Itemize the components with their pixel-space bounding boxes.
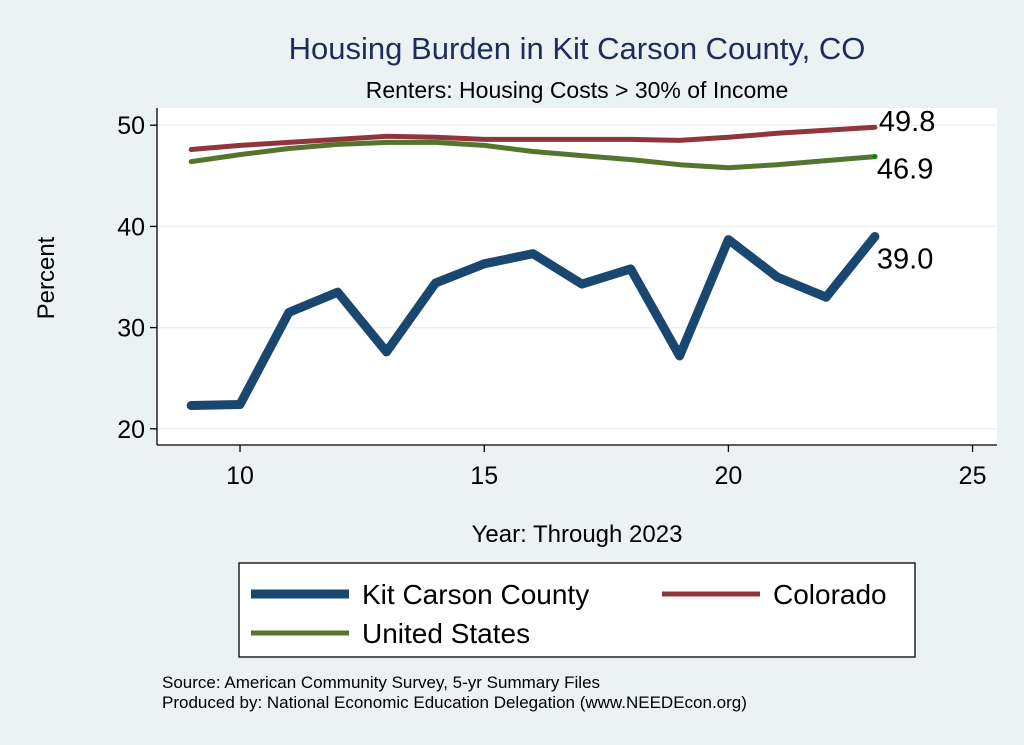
- chart-title: Housing Burden in Kit Carson County, CO: [289, 31, 866, 66]
- y-ticks: 20 30 40 50: [117, 112, 157, 444]
- x-axis-title: Year: Through 2023: [472, 521, 683, 548]
- end-label-kit-carson-county: 39.0: [877, 244, 933, 276]
- y-tick-label-50: 50: [117, 112, 145, 140]
- legend-label-kit-carson: Kit Carson County: [362, 579, 589, 610]
- x-ticks: 10 15 20 25: [226, 445, 986, 490]
- end-label-united-states: 46.9: [877, 154, 933, 186]
- end-labels: 46.9 49.8 39.0: [872, 106, 935, 276]
- end-label-colorado: 49.8: [879, 106, 935, 138]
- x-tick-label-15: 15: [470, 462, 498, 490]
- producer-note: Produced by: National Economic Education…: [162, 693, 747, 712]
- legend-label-united-states: United States: [362, 618, 530, 649]
- source-note: Source: American Community Survey, 5-yr …: [162, 673, 600, 692]
- x-tick-label-20: 20: [714, 462, 742, 490]
- chart-subtitle: Renters: Housing Costs > 30% of Income: [366, 77, 789, 103]
- legend-box: [238, 562, 916, 658]
- legend: Kit Carson County Colorado United States: [238, 562, 916, 658]
- x-tick-label-25: 25: [959, 462, 987, 490]
- end-marker-united-states: [872, 154, 878, 160]
- y-axis-title: Percent: [33, 236, 60, 319]
- series-lines: [186, 124, 880, 410]
- legend-label-colorado: Colorado: [773, 579, 887, 610]
- y-tick-label-20: 20: [117, 416, 145, 444]
- y-tick-label-40: 40: [117, 213, 145, 241]
- x-tick-label-10: 10: [226, 462, 254, 490]
- gridlines: [157, 124, 997, 430]
- y-tick-label-30: 30: [117, 315, 145, 343]
